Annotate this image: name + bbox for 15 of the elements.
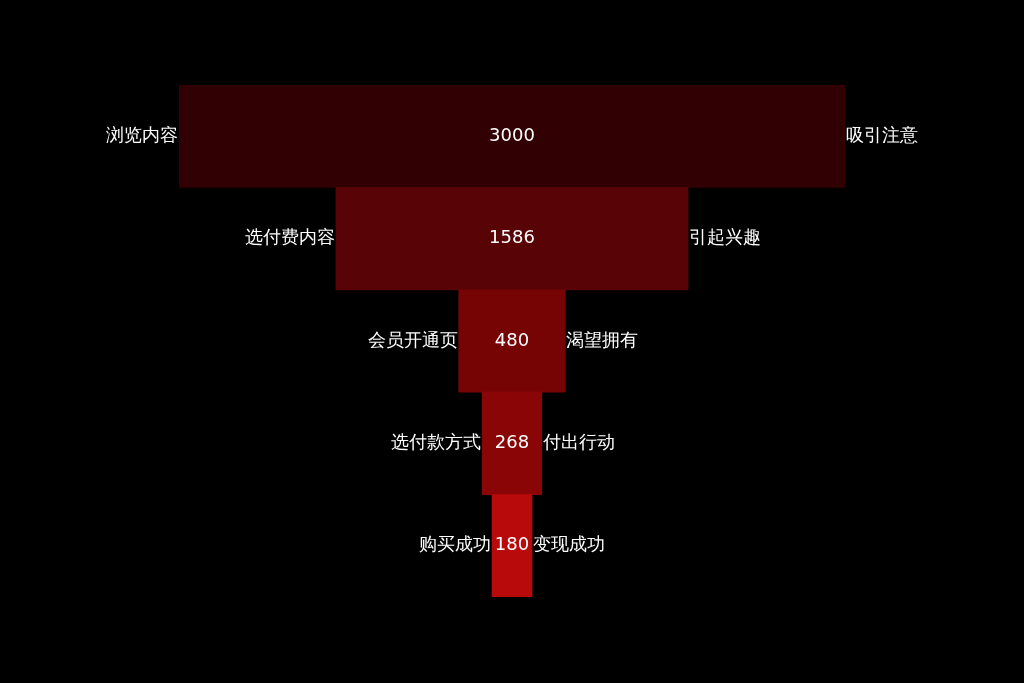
category-label: 会员开通页 (367, 328, 458, 350)
data-label: 180 (494, 533, 530, 555)
category-label: 浏览内容 (106, 123, 178, 145)
category-label: 吸引注意 (846, 123, 918, 145)
category-label: 渴望拥有 (566, 328, 639, 350)
data-label: 3000 (489, 123, 535, 145)
category-label: 引起兴趣 (689, 226, 762, 248)
data-label: 268 (494, 431, 530, 453)
category-label: 变现成功 (532, 533, 605, 555)
data-label: 1586 (489, 226, 535, 248)
category-label: 购买成功 (419, 533, 492, 555)
category-label: 选付款方式 (391, 431, 482, 453)
category-label: 选付费内容 (244, 226, 335, 248)
data-label: 480 (494, 328, 530, 350)
category-label: 付出行动 (542, 431, 615, 453)
